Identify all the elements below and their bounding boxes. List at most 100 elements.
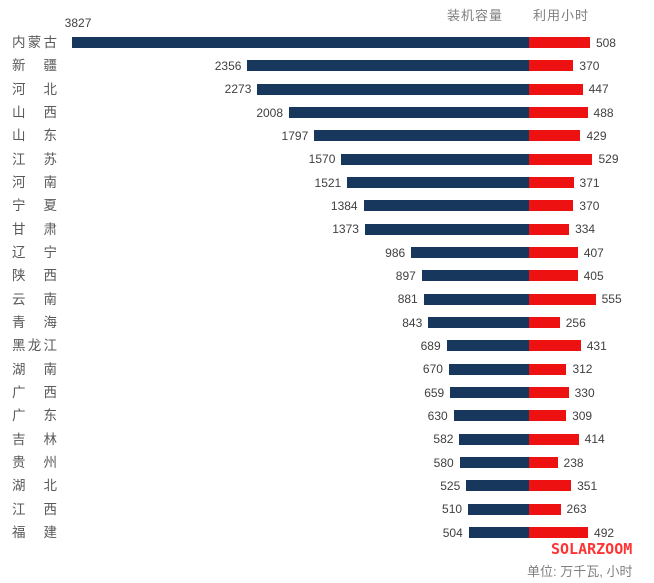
capacity-bar bbox=[341, 153, 529, 165]
hours-value: 407 bbox=[583, 245, 604, 260]
capacity-bar bbox=[446, 340, 529, 352]
hours-value: 238 bbox=[563, 455, 584, 470]
province-label: 湖北 bbox=[12, 478, 57, 494]
hours-bar bbox=[529, 130, 581, 142]
hours-bar bbox=[529, 83, 583, 95]
hours-bar bbox=[529, 293, 596, 305]
unit-note: 单位: 万千瓦, 小时 bbox=[527, 564, 633, 579]
hours-bar bbox=[529, 177, 574, 189]
province-label: 陕西 bbox=[12, 268, 57, 284]
capacity-bar bbox=[71, 37, 529, 48]
province-label: 辽宁 bbox=[12, 245, 57, 261]
capacity-value: 1797 bbox=[281, 128, 309, 143]
province-label: 山西 bbox=[12, 105, 57, 121]
hours-bar bbox=[529, 410, 567, 422]
hours-value: 555 bbox=[601, 292, 622, 307]
capacity-value: 1373 bbox=[332, 222, 359, 237]
hours-bar bbox=[529, 270, 578, 282]
hours-value: 309 bbox=[572, 408, 593, 423]
hours-value: 405 bbox=[583, 268, 604, 283]
capacity-value: 2273 bbox=[224, 82, 252, 97]
capacity-value: 580 bbox=[433, 455, 454, 470]
province-label: 甘肃 bbox=[12, 221, 57, 237]
hours-bar bbox=[529, 457, 558, 469]
province-label: 江西 bbox=[12, 501, 57, 517]
hours-bar bbox=[529, 340, 581, 352]
province-label: 黑龙江 bbox=[12, 338, 57, 354]
hours-bar bbox=[529, 317, 560, 329]
hours-value: 488 bbox=[593, 105, 614, 120]
hours-bar bbox=[529, 223, 570, 235]
hours-value: 431 bbox=[586, 338, 607, 353]
capacity-bar bbox=[289, 107, 529, 119]
capacity-value: 689 bbox=[420, 338, 441, 353]
hours-value: 263 bbox=[566, 502, 587, 517]
hours-bar bbox=[529, 37, 590, 48]
capacity-value: 504 bbox=[442, 525, 463, 540]
hours-value: 334 bbox=[575, 222, 596, 237]
capacity-value: 670 bbox=[422, 362, 443, 377]
capacity-value: 659 bbox=[424, 385, 445, 400]
capacity-bar bbox=[421, 270, 529, 282]
capacity-value: 510 bbox=[442, 502, 463, 517]
capacity-value: 1521 bbox=[314, 175, 342, 190]
capacity-bar bbox=[411, 247, 529, 259]
hours-bar bbox=[529, 107, 588, 119]
province-label: 湖南 bbox=[12, 361, 57, 377]
province-label: 吉林 bbox=[12, 431, 57, 447]
capacity-value: 986 bbox=[385, 245, 406, 260]
province-label: 宁夏 bbox=[12, 198, 57, 214]
capacity-value: 2008 bbox=[256, 105, 284, 120]
capacity-bar bbox=[459, 457, 529, 469]
hours-value: 312 bbox=[572, 362, 593, 377]
hours-bar bbox=[529, 200, 574, 212]
hours-value: 371 bbox=[579, 175, 600, 190]
capacity-bar bbox=[448, 363, 529, 375]
hours-value: 429 bbox=[586, 128, 607, 143]
hours-value: 447 bbox=[588, 82, 609, 97]
hours-bar bbox=[529, 153, 593, 165]
capacity-value: 1570 bbox=[308, 152, 336, 167]
capacity-value: 881 bbox=[397, 292, 418, 307]
capacity-bar bbox=[453, 410, 529, 422]
hours-bar bbox=[529, 503, 561, 515]
capacity-bar bbox=[257, 83, 529, 95]
hours-bar bbox=[529, 480, 572, 492]
hours-value: 256 bbox=[565, 315, 586, 330]
hours-bar bbox=[529, 363, 567, 375]
hours-value: 370 bbox=[579, 198, 600, 213]
province-label: 内蒙古 bbox=[12, 35, 57, 50]
capacity-bar bbox=[364, 223, 529, 235]
hours-bar bbox=[529, 527, 589, 539]
hours-value: 351 bbox=[577, 478, 598, 493]
capacity-value: 525 bbox=[440, 478, 461, 493]
province-label: 贵州 bbox=[12, 455, 57, 471]
capacity-bar bbox=[363, 200, 529, 212]
capacity-value: 3827 bbox=[64, 15, 92, 30]
province-label: 山东 bbox=[12, 128, 57, 144]
capacity-bar bbox=[247, 60, 529, 72]
province-label: 福建 bbox=[12, 525, 57, 541]
province-label: 云南 bbox=[12, 291, 57, 307]
hours-bar bbox=[529, 433, 579, 445]
hours-bar bbox=[529, 60, 574, 72]
legend-hours-label: 利用小时 bbox=[533, 8, 590, 23]
capacity-bar bbox=[468, 527, 529, 539]
capacity-value: 2356 bbox=[214, 58, 242, 73]
hours-value: 414 bbox=[584, 432, 605, 447]
capacity-value: 1384 bbox=[330, 198, 358, 213]
hours-value: 529 bbox=[598, 152, 619, 167]
province-label: 河南 bbox=[12, 175, 57, 191]
hours-bar bbox=[529, 247, 578, 259]
hours-value: 508 bbox=[595, 35, 616, 50]
solarzoom-watermark: SOLARZOOM bbox=[551, 540, 633, 558]
province-label: 新疆 bbox=[12, 58, 57, 74]
capacity-bar bbox=[428, 317, 529, 329]
hours-bar bbox=[529, 387, 569, 399]
capacity-bar bbox=[314, 130, 529, 142]
hours-value: 492 bbox=[594, 525, 615, 540]
capacity-bar bbox=[450, 387, 529, 399]
hours-value: 370 bbox=[579, 58, 600, 73]
capacity-bar bbox=[468, 503, 529, 515]
